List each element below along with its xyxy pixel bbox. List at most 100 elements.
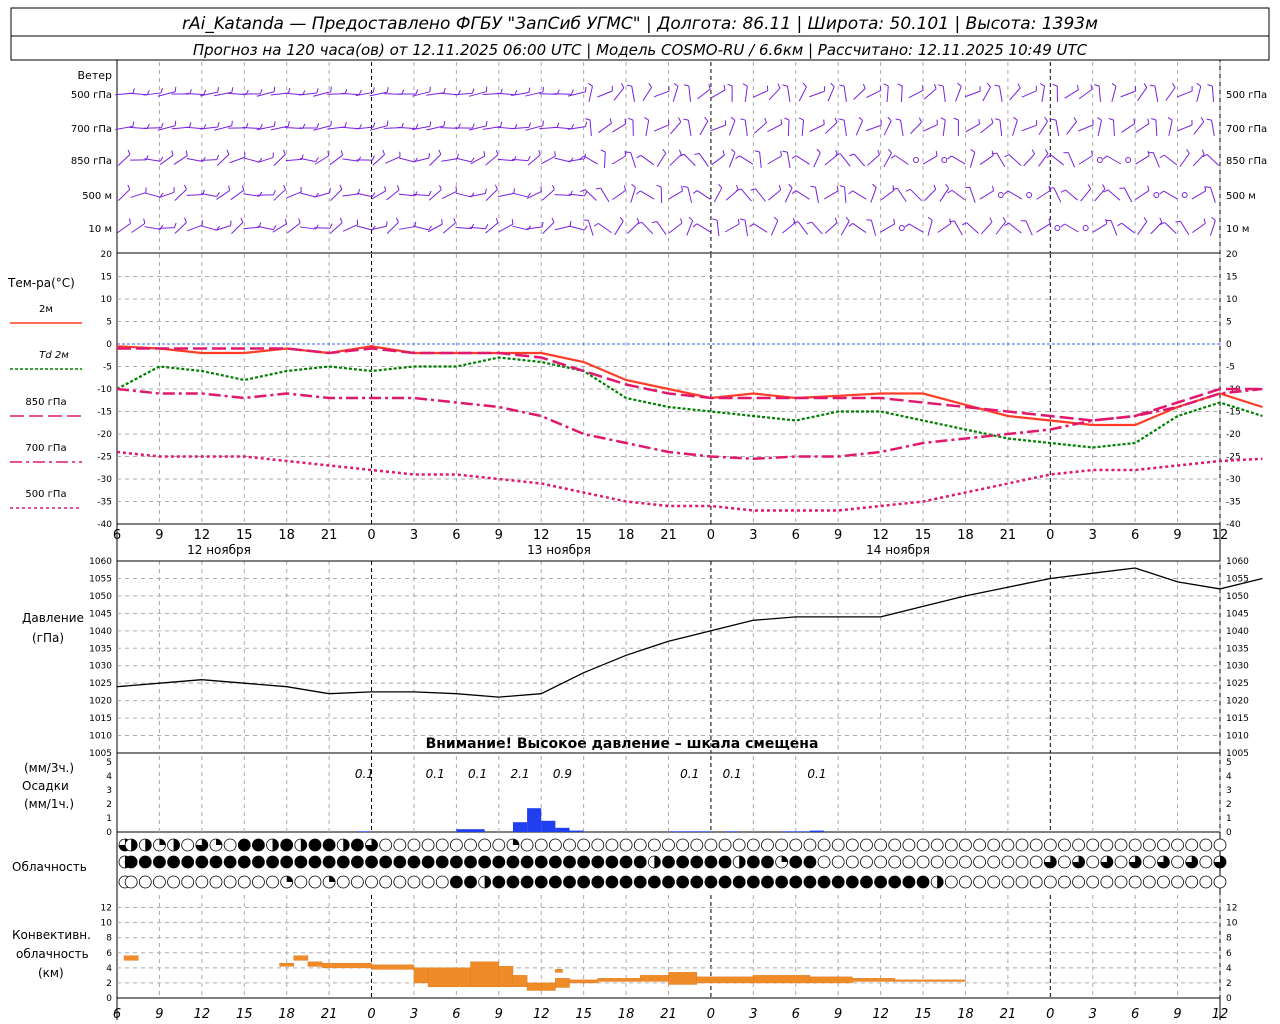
wind-barb xyxy=(1050,154,1064,166)
cloud-symbol xyxy=(336,875,350,889)
pressure-tick-left: 1030 xyxy=(89,662,112,672)
cloud-symbol xyxy=(308,838,322,852)
cloud-symbol xyxy=(1114,875,1128,889)
temp-x-tick: 18 xyxy=(957,528,974,543)
cloud-symbol xyxy=(676,838,690,852)
wind-barb-feather xyxy=(551,217,555,223)
wind-barb-feather xyxy=(569,221,572,227)
wind-barb-feather xyxy=(694,152,700,156)
cloud-symbol xyxy=(237,855,251,869)
cloud-symbol-fill xyxy=(286,876,293,882)
pressure-note: Внимание! Высокое давление – шкала смеще… xyxy=(426,736,819,752)
wind-barb xyxy=(883,120,892,136)
temp-legend-label: 850 гПа xyxy=(25,397,66,408)
wind-barb-feather xyxy=(283,184,286,190)
wind-barb xyxy=(412,91,430,97)
cloud-symbol xyxy=(746,875,760,889)
cloud-symbol xyxy=(944,855,958,869)
cloud-symbol xyxy=(280,838,294,852)
precip-bar xyxy=(668,831,683,832)
precip-unit-1h: (мм/1ч.) xyxy=(24,797,74,811)
cloud-symbol-fill xyxy=(1185,856,1198,868)
wind-barb-feather xyxy=(994,118,1001,121)
wind-barb xyxy=(669,154,682,166)
wind-barb xyxy=(909,188,922,202)
cloud-symbol xyxy=(294,855,308,869)
cloud-symbol xyxy=(718,838,732,852)
wind-barb xyxy=(356,225,373,231)
wind-barb xyxy=(824,122,838,134)
header-line2: Прогноз на 120 часа(ов) от 12.11.2025 06… xyxy=(193,41,1088,59)
wind-barb-feather xyxy=(848,223,854,227)
conv-x-tick: 15 xyxy=(236,1007,253,1022)
wind-barb xyxy=(612,189,626,201)
wind-barb xyxy=(942,86,946,102)
cloud-symbol xyxy=(1100,838,1114,852)
wind-barb xyxy=(896,188,907,202)
conv-tick-right: 12 xyxy=(1226,904,1237,914)
wind-barb xyxy=(923,88,937,100)
temp-tick-right: -15 xyxy=(1226,408,1241,418)
wind-barb-feather xyxy=(782,84,788,87)
conv-x-tick: 3 xyxy=(410,1007,418,1022)
wind-barb xyxy=(1021,124,1037,132)
wind-barb xyxy=(286,191,302,199)
wind-level-label-right: 500 гПа xyxy=(1226,90,1267,101)
wind-barb xyxy=(855,120,864,136)
wind-barb-feather xyxy=(495,149,499,156)
wind-barb-feather xyxy=(798,117,804,121)
cloud-symbol xyxy=(959,838,972,852)
wind-barb xyxy=(1065,189,1078,201)
wind-barb-feather xyxy=(970,148,976,153)
wind-barb-feather xyxy=(624,150,627,156)
conv-cloud-bar xyxy=(852,978,896,982)
wind-barb-feather xyxy=(600,149,606,153)
temp-legend-label: 500 гПа xyxy=(25,489,66,500)
wind-barb-feather xyxy=(1105,218,1108,224)
wind-barb xyxy=(455,226,472,230)
wind-barb xyxy=(955,86,962,102)
wind-barb xyxy=(630,187,636,203)
wind-barb xyxy=(554,157,571,163)
wind-barb xyxy=(1177,90,1193,98)
wind-barb xyxy=(455,192,472,198)
conv-cloud-bar xyxy=(321,963,372,969)
wind-barb-feather xyxy=(933,83,937,89)
conv-x-tick: 6 xyxy=(113,1007,121,1022)
wind-barb xyxy=(979,190,994,200)
wind-barb xyxy=(273,189,286,201)
cloud-symbol xyxy=(902,838,916,852)
wind-calm-marker xyxy=(1125,157,1132,163)
wind-level-label-left: 500 м xyxy=(82,191,112,202)
cloud-symbol xyxy=(789,838,803,852)
wind-barb-feather xyxy=(485,86,488,92)
wind-barb-feather xyxy=(588,82,593,87)
wind-barb-feather xyxy=(636,217,640,223)
wind-barb xyxy=(428,189,442,201)
wind-barb xyxy=(1055,120,1060,136)
wind-barb-feather xyxy=(495,217,499,224)
wind-barb-feather xyxy=(483,151,486,157)
cloud-symbol xyxy=(1128,875,1142,889)
wind-barb-feather xyxy=(316,88,319,94)
wind-barb-feather xyxy=(994,84,1000,87)
cloud-symbol xyxy=(718,855,732,869)
cloud-symbol xyxy=(266,855,279,869)
cloud-symbol xyxy=(209,855,223,869)
cloud-symbol xyxy=(407,838,421,852)
pressure-tick-left: 1015 xyxy=(89,714,112,724)
wind-barb xyxy=(908,89,924,99)
cloud-symbol xyxy=(944,838,958,852)
cloud-symbol xyxy=(1142,875,1156,889)
wind-barb xyxy=(287,222,301,234)
wind-barb-feather xyxy=(203,89,207,95)
pressure-tick-left: 1020 xyxy=(89,697,112,707)
wind-barb-feather xyxy=(371,192,376,198)
wind-barb xyxy=(966,222,979,234)
wind-barb xyxy=(710,89,726,99)
wind-barb xyxy=(696,190,711,200)
wind-barb-feather xyxy=(315,224,319,230)
wind-barb-feather xyxy=(866,219,872,221)
wind-barb-feather xyxy=(372,122,376,128)
